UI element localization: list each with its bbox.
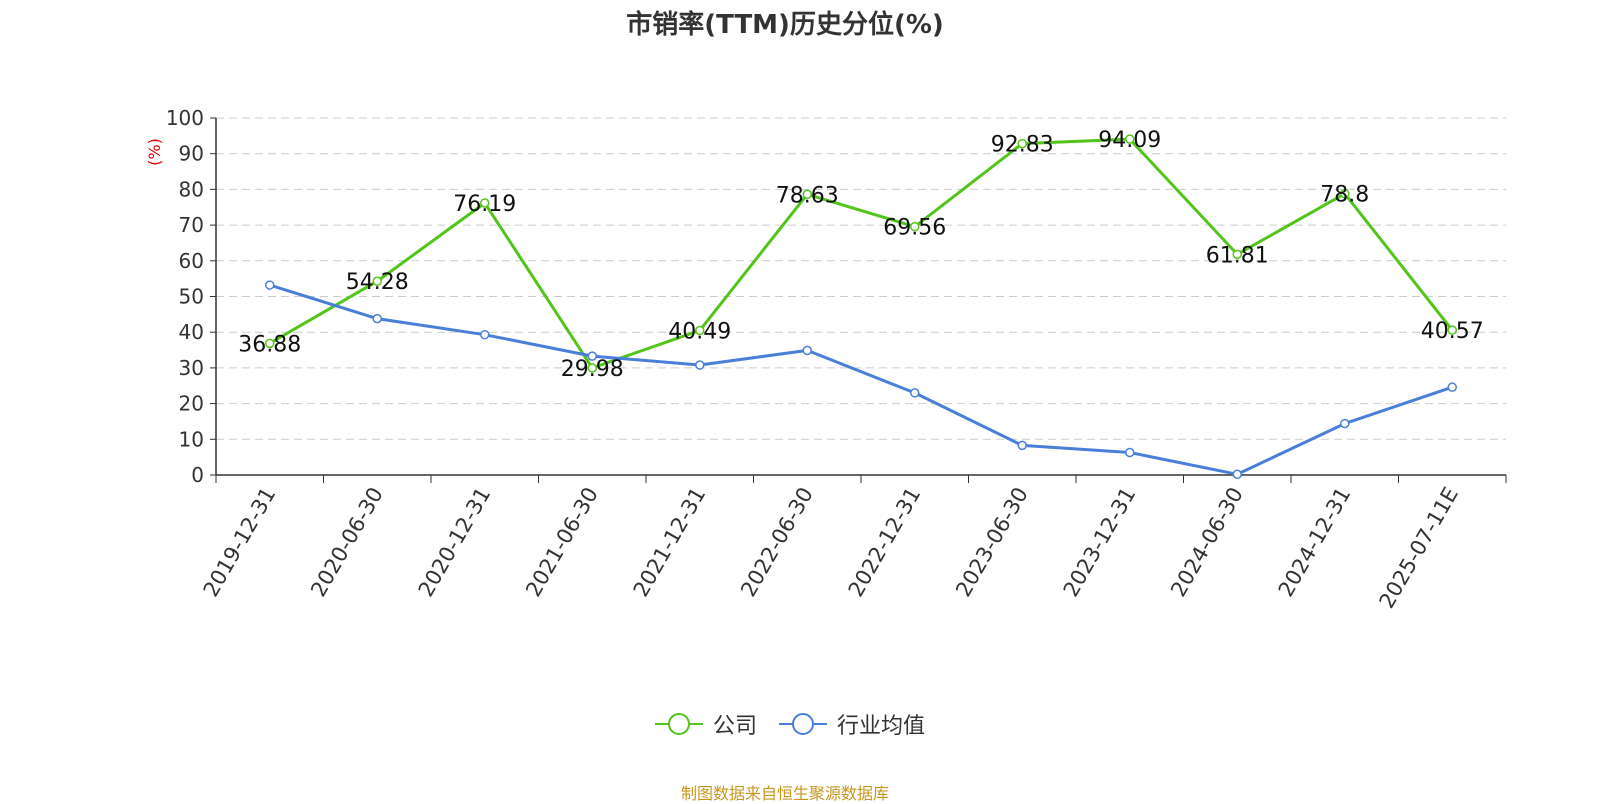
x-tick-label: 2024-12-31 xyxy=(1274,483,1356,601)
chart-legend: 公司 行业均值 xyxy=(0,708,1580,740)
data-point xyxy=(480,198,490,208)
y-tick-label: 50 xyxy=(179,285,204,309)
data-point xyxy=(802,189,812,200)
series-line-0 xyxy=(268,137,1454,370)
data-label: 36.88 xyxy=(238,332,301,357)
data-point xyxy=(372,276,382,286)
data-label: 94.09 xyxy=(1098,128,1161,153)
y-tick-label: 80 xyxy=(179,177,204,201)
data-label: 29.98 xyxy=(561,357,624,382)
y-tick-label: 20 xyxy=(179,392,204,416)
data-label: 40.57 xyxy=(1421,319,1484,344)
data-label: 69.56 xyxy=(883,216,946,241)
y-tick-label: 0 xyxy=(191,463,204,487)
series-line-1 xyxy=(269,283,1453,476)
data-point xyxy=(265,280,275,290)
line-chart: 0 10 20 30 40 50 60 70 80 90 100 2019-12-31 2020-06-… xyxy=(145,106,1507,612)
legend-item-company[interactable]: 公司 xyxy=(654,708,757,740)
data-label: 76.19 xyxy=(453,192,516,217)
data-point xyxy=(802,345,812,356)
grid-lines xyxy=(216,117,1506,440)
y-tick-label: 30 xyxy=(179,356,204,380)
x-tick-label: 2022-12-31 xyxy=(844,483,926,601)
legend-item-industry-average[interactable]: 行业均值 xyxy=(779,708,925,740)
data-point xyxy=(587,351,597,361)
x-tick-label: 2023-12-31 xyxy=(1059,483,1141,601)
data-label: 54.28 xyxy=(346,270,409,295)
data-point xyxy=(910,388,920,398)
x-tick-label: 2021-12-31 xyxy=(629,483,711,601)
x-tick-label: 2020-06-30 xyxy=(306,483,388,601)
chart-title: 市销率(TTM)历史分位(%) xyxy=(626,10,944,40)
data-point xyxy=(695,360,705,370)
series-lines xyxy=(265,134,1457,480)
y-tick-label: 40 xyxy=(179,320,204,344)
x-tick-label: 2020-12-31 xyxy=(414,483,496,601)
x-tick-label: 2025-07-11E xyxy=(1375,483,1463,612)
data-point xyxy=(1125,134,1135,144)
data-point xyxy=(587,363,597,373)
data-source-note: 制图数据来自恒生聚源数据库 xyxy=(680,784,889,803)
data-point xyxy=(695,325,705,336)
data-point xyxy=(1232,469,1242,480)
data-label: 78.8 xyxy=(1320,183,1369,208)
x-tick-label: 2021-06-30 xyxy=(521,483,603,601)
data-point xyxy=(265,338,275,349)
data-label: 78.63 xyxy=(776,183,839,208)
axes: 0 10 20 30 40 50 60 70 80 90 100 2019-12-31 2020-06-… xyxy=(166,106,1507,612)
data-point xyxy=(1125,447,1135,458)
legend-line-circle-icon xyxy=(779,712,827,736)
data-label: 40.49 xyxy=(668,319,731,344)
data-point xyxy=(372,313,382,324)
data-label: 92.83 xyxy=(991,133,1054,158)
x-tick-label: 2022-06-30 xyxy=(736,483,818,601)
data-point xyxy=(1340,188,1350,199)
data-point xyxy=(1447,325,1457,335)
y-axis-label: (%) xyxy=(145,138,164,166)
legend-label-industry-average: 行业均值 xyxy=(837,714,926,739)
y-tick-label: 70 xyxy=(179,213,204,237)
data-label: 61.81 xyxy=(1206,243,1269,268)
data-point xyxy=(1340,418,1350,429)
x-tick-label: 2023-06-30 xyxy=(951,483,1033,601)
y-tick-label: 100 xyxy=(166,106,204,130)
y-tick-label: 90 xyxy=(179,142,204,166)
data-labels: 36.88 54.28 76.19 29.98 40.49 78.63 69.56 92.83… xyxy=(238,128,1483,382)
data-point xyxy=(1447,382,1457,392)
y-tick-label: 10 xyxy=(179,427,204,451)
data-point xyxy=(1232,249,1242,260)
x-tick-label: 2019-12-31 xyxy=(199,483,281,601)
data-point xyxy=(480,329,490,340)
x-tick-label: 2024-06-30 xyxy=(1166,483,1248,601)
y-tick-label: 60 xyxy=(179,249,204,273)
data-point xyxy=(1017,440,1027,451)
legend-line-circle-icon xyxy=(654,712,703,736)
data-point xyxy=(1017,138,1027,149)
data-point xyxy=(910,221,920,232)
legend-label-company: 公司 xyxy=(712,714,757,739)
